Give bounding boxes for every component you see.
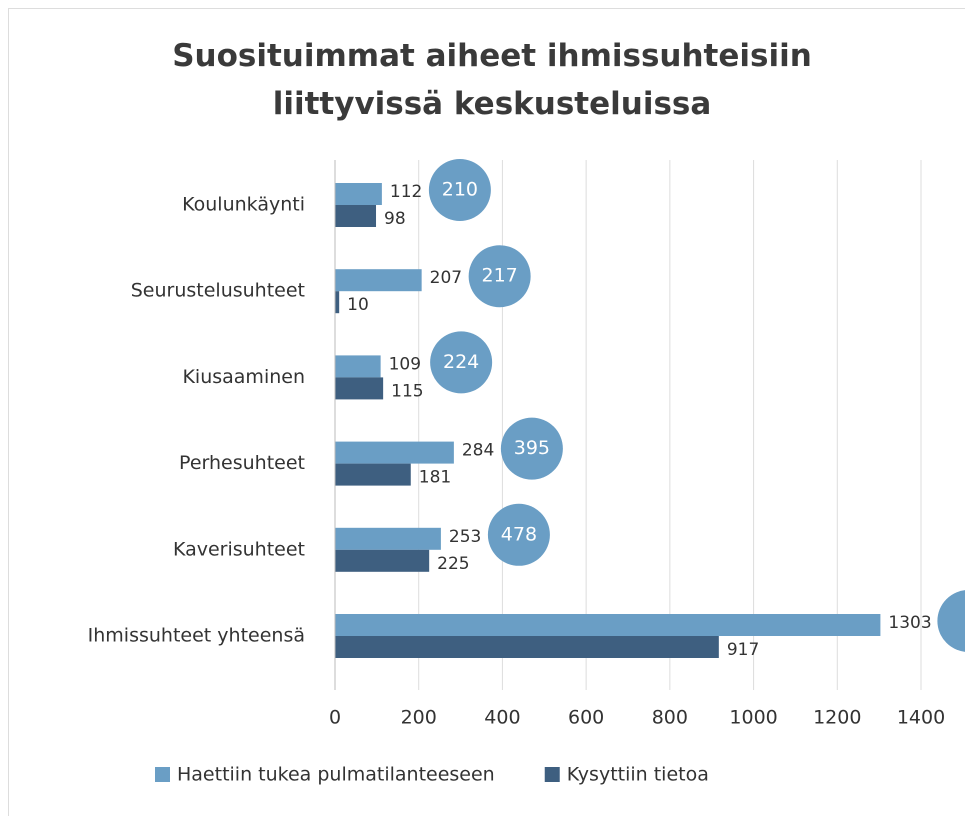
data-label: 10	[347, 295, 369, 315]
x-tick-label: 1200	[813, 707, 861, 729]
bar	[335, 550, 429, 572]
y-tick-label: Seurustelusuhteet	[131, 280, 305, 302]
total-label: 478	[501, 523, 537, 545]
data-label: 207	[430, 268, 462, 288]
y-tick-label: Ihmissuhteet yhteensä	[88, 625, 305, 647]
total-badge	[937, 590, 965, 652]
x-tick-label: 800	[652, 707, 688, 729]
legend-swatch	[545, 767, 560, 782]
bar	[335, 269, 422, 291]
y-tick-label: Kaverisuhteet	[173, 538, 305, 560]
data-label: 115	[391, 381, 423, 401]
data-label: 917	[727, 640, 759, 660]
y-tick-label: Kiusaaminen	[182, 366, 305, 388]
bar	[335, 377, 383, 399]
legend-label: Kysyttiin tietoa	[567, 764, 709, 786]
data-label: 1303	[888, 613, 931, 633]
data-label: 225	[437, 554, 469, 574]
data-label: 98	[384, 209, 406, 229]
x-tick-label: 0	[329, 707, 341, 729]
chart-border	[9, 9, 965, 817]
legend-swatch	[155, 767, 170, 782]
x-tick-label: 1000	[729, 707, 777, 729]
x-tick-label: 200	[401, 707, 437, 729]
y-tick-label: Koulunkäynti	[182, 194, 305, 216]
y-tick-label: Perhesuhteet	[179, 452, 305, 474]
data-label: 284	[462, 441, 494, 461]
total-label: 395	[514, 437, 550, 459]
bar	[335, 614, 880, 636]
bar	[335, 183, 382, 205]
bar	[335, 464, 411, 486]
x-tick-label: 600	[568, 707, 604, 729]
bar	[335, 442, 454, 464]
total-label: 224	[443, 351, 479, 373]
bar	[335, 355, 381, 377]
total-label: 217	[482, 265, 518, 287]
bar	[335, 528, 441, 550]
bar	[335, 205, 376, 227]
data-label: 253	[449, 527, 481, 547]
data-label: 112	[390, 182, 422, 202]
bar	[335, 291, 339, 313]
x-tick-label: 1400	[897, 707, 945, 729]
total-label: 210	[442, 179, 478, 201]
data-label: 181	[419, 468, 451, 488]
x-tick-label: 400	[484, 707, 520, 729]
data-label: 109	[389, 354, 421, 374]
legend-label: Haettiin tukea pulmatilanteeseen	[177, 764, 495, 786]
bar	[335, 636, 719, 658]
